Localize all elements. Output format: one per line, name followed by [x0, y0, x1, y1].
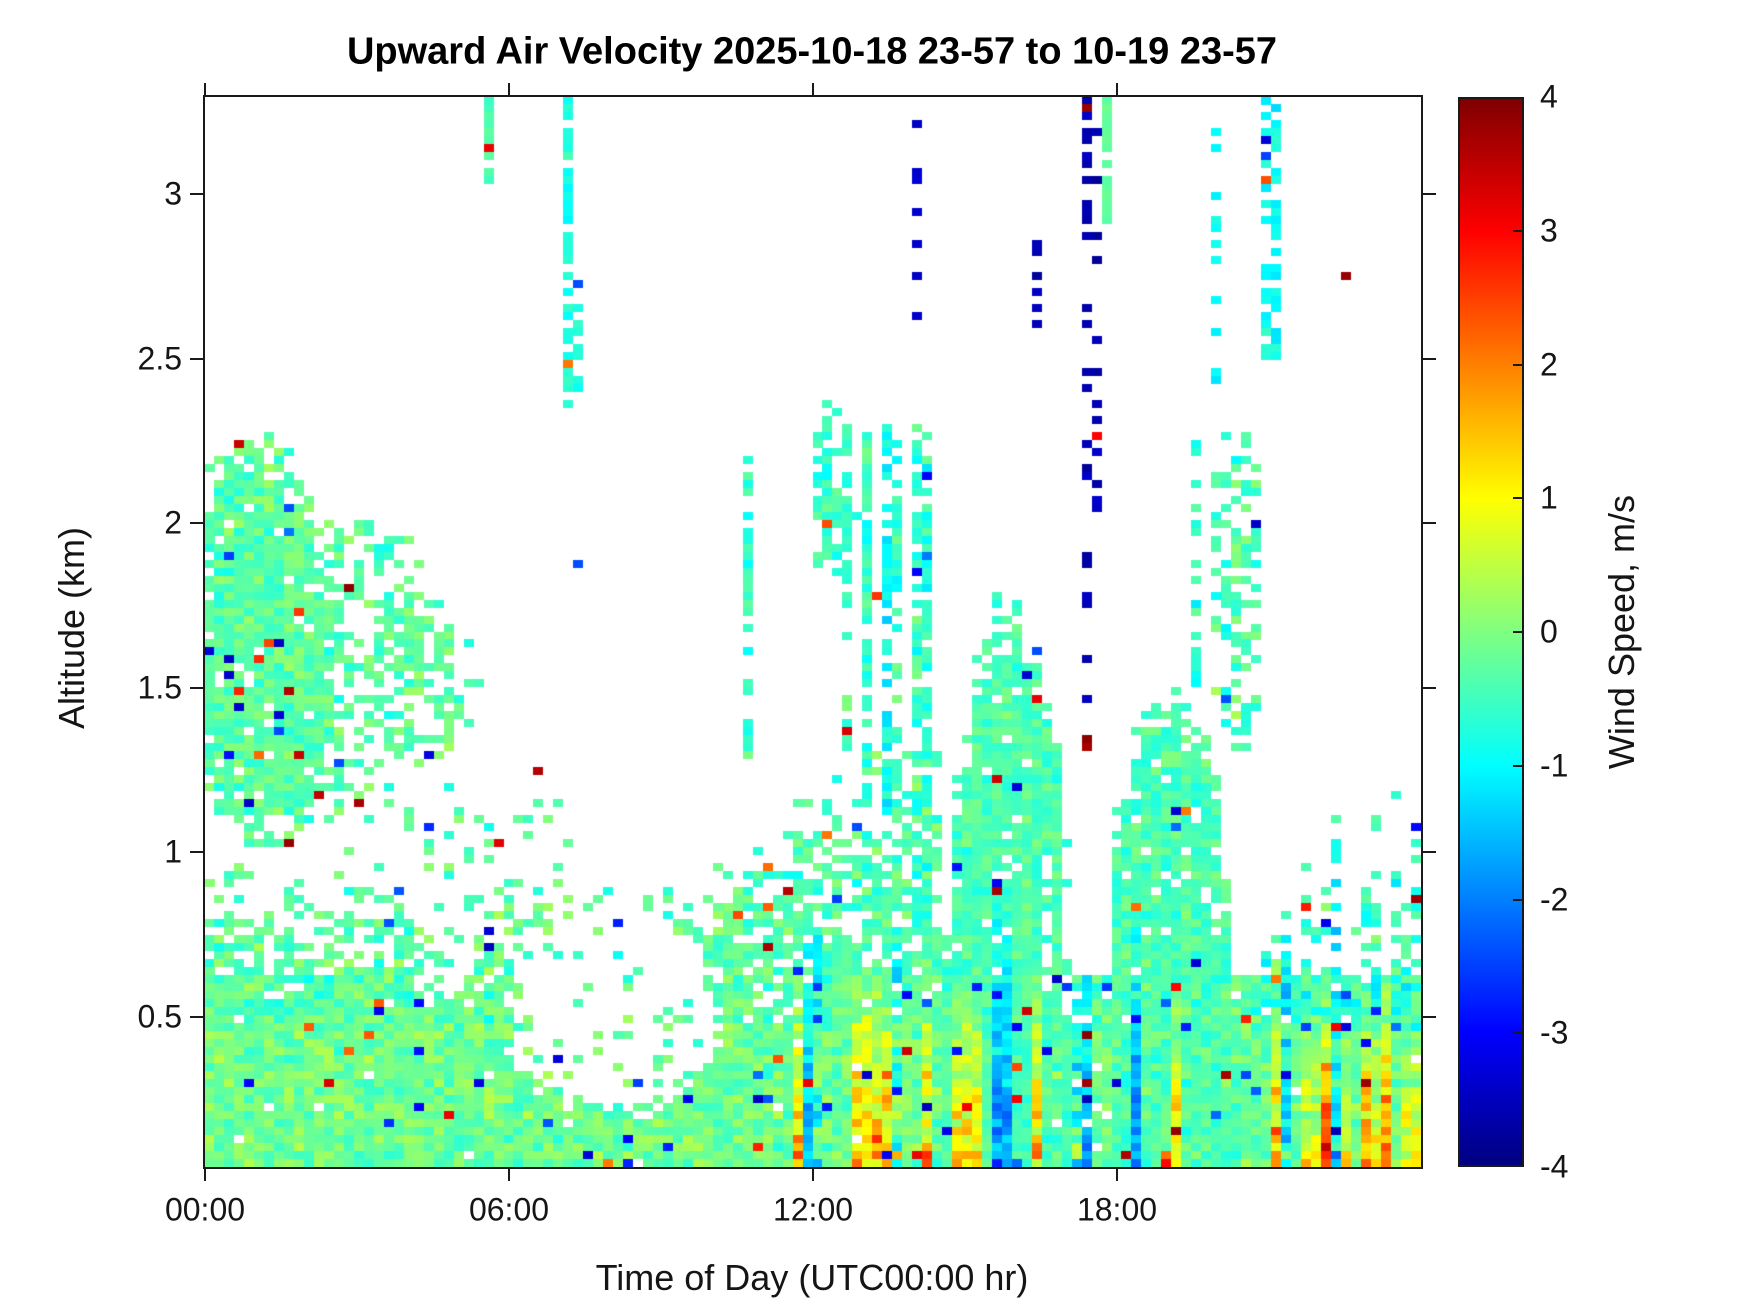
- y-tick-label: 2.5: [137, 340, 182, 377]
- y-tick-mark-right: [1421, 1015, 1436, 1018]
- x-tick-mark: [508, 1167, 510, 1181]
- colorbar-tick-mark: [1513, 764, 1522, 767]
- y-tick-label: 1: [164, 833, 182, 870]
- x-tick-mark: [204, 1167, 206, 1181]
- y-axis-label: Altitude (km): [51, 526, 92, 730]
- y-tick-label: 1.5: [137, 669, 182, 706]
- colorbar-tick-mark: [1513, 898, 1522, 901]
- colorbar-tick-label: -4: [1540, 1148, 1569, 1185]
- y-tick-mark: [190, 522, 205, 525]
- x-tick-label: 18:00: [1076, 1191, 1158, 1228]
- x-tick-label: 00:00: [164, 1191, 246, 1228]
- x-tick-label: 06:00: [468, 1191, 550, 1228]
- colorbar-tick-label: 3: [1540, 212, 1558, 249]
- x-tick-mark-top: [508, 83, 510, 97]
- x-tick-mark: [1116, 1167, 1118, 1181]
- chart-title: Upward Air Velocity 2025-10-18 23-57 to …: [346, 30, 1278, 73]
- y-tick-label: 3: [164, 175, 182, 212]
- y-tick-mark: [190, 851, 205, 854]
- y-tick-mark-right: [1421, 686, 1436, 689]
- y-tick-label: 2: [164, 504, 182, 541]
- y-tick-mark-right: [1421, 357, 1436, 360]
- y-tick-mark: [190, 1015, 205, 1018]
- colorbar-tick-label: 2: [1540, 346, 1558, 382]
- y-tick-mark: [190, 193, 205, 196]
- colorbar-tick-label: 1: [1540, 479, 1558, 516]
- x-tick-label: 12:00: [772, 1191, 854, 1228]
- y-tick-mark: [190, 686, 205, 689]
- x-tick-mark-top: [204, 83, 206, 97]
- colorbar-tick-mark: [1513, 1032, 1522, 1035]
- y-tick-mark-right: [1421, 851, 1436, 854]
- x-tick-mark-top: [1116, 83, 1118, 97]
- y-tick-mark-right: [1421, 193, 1436, 196]
- colorbar-tick-label: -1: [1540, 747, 1569, 784]
- colorbar-label: Wind Speed, m/s: [1601, 494, 1642, 770]
- y-tick-mark: [190, 357, 205, 360]
- x-tick-mark-top: [812, 83, 814, 97]
- colorbar-tick-mark: [1513, 497, 1522, 500]
- colorbar-tick-label: -2: [1540, 881, 1569, 917]
- y-tick-mark-right: [1421, 522, 1436, 525]
- colorbar-tick-mark: [1513, 631, 1522, 633]
- heatmap-canvas: [205, 97, 1421, 1167]
- colorbar-tick-label: -3: [1540, 1014, 1569, 1051]
- colorbar-tick-label: 0: [1540, 613, 1558, 650]
- x-axis-label: Time of Day (UTC00:00 hr): [595, 1257, 1029, 1298]
- y-tick-label: 0.5: [137, 998, 182, 1035]
- x-tick-mark: [812, 1167, 814, 1181]
- colorbar-tick-label: 4: [1540, 78, 1558, 115]
- colorbar-tick-mark: [1513, 229, 1522, 232]
- colorbar-tick-mark: [1513, 363, 1522, 366]
